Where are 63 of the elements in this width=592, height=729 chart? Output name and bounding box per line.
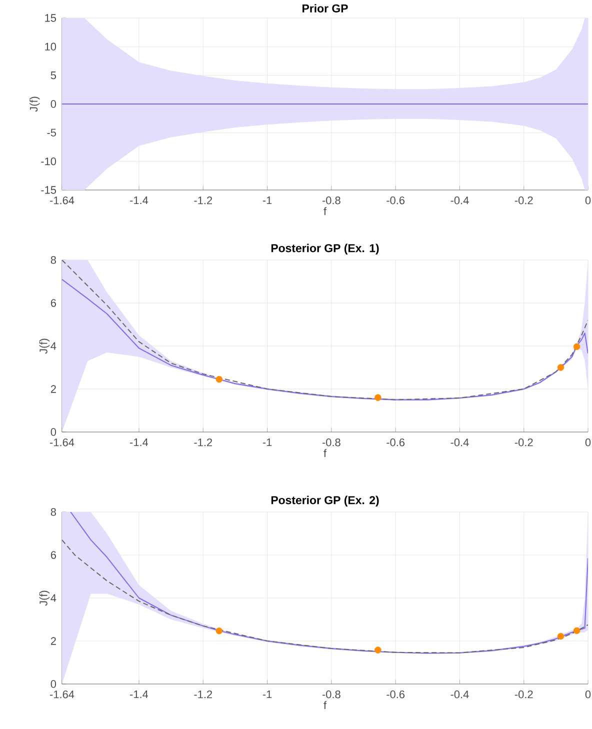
y-tick-label: 4	[50, 342, 56, 350]
x-tick-label: -1.2	[194, 196, 212, 204]
x-tick-label: -1	[262, 196, 272, 204]
x-tick-label: -1.2	[194, 690, 212, 698]
x-tick-label: -1.4	[130, 438, 148, 446]
x-tick-label: -0.8	[322, 438, 340, 446]
x-tick-label: -1.4	[130, 690, 148, 698]
x-tick-label: 0	[585, 196, 591, 204]
point	[573, 343, 580, 350]
point	[573, 627, 580, 634]
chart-title: Posterior GP (Ex. 1)	[271, 244, 379, 254]
x-tick-label: -0.4	[450, 438, 469, 446]
x-tick-label: -1.64	[50, 438, 74, 446]
y-axis-title: J(f)	[30, 96, 40, 112]
x-tick-label: -0.4	[450, 196, 469, 204]
x-axis-title: f	[324, 449, 327, 458]
x-tick-label: -1.64	[50, 690, 74, 698]
x-tick-label: -0.6	[386, 438, 405, 446]
y-tick-label: 5	[50, 72, 56, 80]
y-tick-label: 2	[50, 637, 56, 645]
point	[374, 646, 382, 654]
x-tick-label: -1.4	[130, 196, 148, 204]
y-tick-label: 2	[50, 385, 56, 393]
point	[557, 632, 564, 640]
x-tick-label: -1	[262, 690, 272, 698]
y-tick-label: 0	[50, 428, 56, 436]
point	[557, 364, 564, 371]
line-series	[70, 512, 588, 654]
chart-title: Posterior GP (Ex. 2)	[271, 496, 379, 506]
y-tick-label: 15	[45, 14, 56, 22]
x-tick-label: -0.6	[386, 196, 405, 204]
point	[216, 628, 223, 634]
y-axis-title: J(f)	[39, 338, 50, 354]
x-tick-label: -0.6	[386, 690, 405, 698]
y-axis-title: J(f)	[39, 590, 50, 606]
y-tick-label: 10	[45, 42, 56, 51]
y-tick-label: -10	[41, 157, 56, 166]
x-tick-label: -0.2	[514, 690, 533, 698]
y-tick-label: 8	[50, 508, 56, 516]
y-tick-label: 0	[50, 100, 56, 108]
x-axis-title: f	[324, 701, 327, 710]
y-tick-label: -5	[47, 128, 56, 136]
x-tick-label: 0	[585, 690, 591, 698]
y-tick-label: 6	[50, 299, 56, 307]
x-tick-label: -0.2	[514, 438, 533, 446]
x-tick-label: -1	[262, 438, 272, 446]
x-tick-label: -0.8	[322, 196, 340, 204]
x-tick-label: -0.4	[450, 690, 469, 698]
x-tick-label: 0	[585, 438, 591, 446]
y-tick-label: 0	[50, 680, 56, 688]
x-tick-label: -0.2	[514, 196, 533, 204]
x-tick-label: -1.64	[50, 196, 74, 204]
y-tick-label: 4	[50, 594, 56, 602]
x-axis-title: f	[324, 207, 327, 216]
point	[216, 376, 223, 383]
x-tick-label: -0.8	[322, 690, 340, 698]
point	[374, 394, 382, 401]
line-series	[62, 539, 588, 654]
chart-title: Prior GP	[302, 4, 348, 12]
x-tick-label: -1.2	[194, 438, 212, 446]
y-tick-label: -15	[41, 186, 56, 194]
y-tick-label: 6	[50, 551, 56, 559]
y-tick-label: 8	[50, 256, 56, 264]
